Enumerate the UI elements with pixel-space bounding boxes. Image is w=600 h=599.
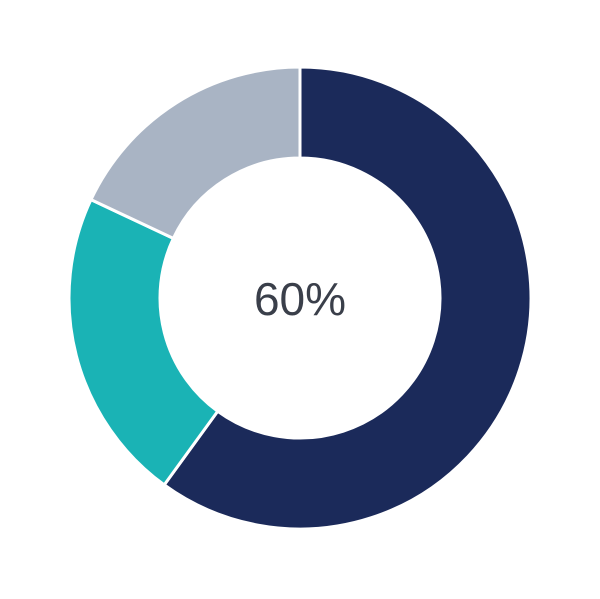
donut-slice-2 — [67, 197, 220, 487]
center-label: 60% — [254, 273, 346, 325]
donut-slices — [67, 65, 533, 531]
donut-slice-1 — [162, 65, 533, 531]
donut-slice-3 — [88, 65, 302, 241]
